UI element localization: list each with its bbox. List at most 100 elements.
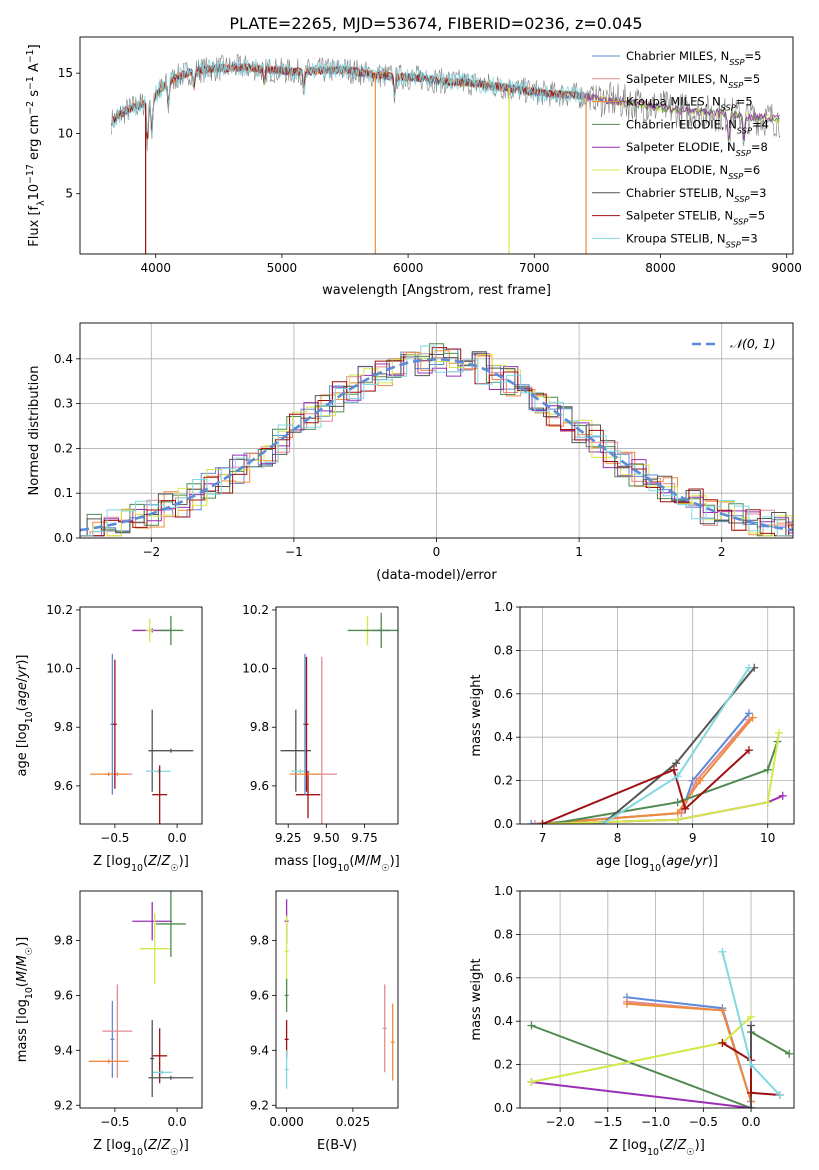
y-tick-label: 1.0 bbox=[494, 884, 513, 898]
y-tick-label: 9.8 bbox=[250, 933, 269, 947]
x-tick-label: −1.0 bbox=[641, 1115, 670, 1129]
y-tick-label: 10 bbox=[58, 126, 73, 140]
spectrum-legend: Chabrier MILES, NSSP=5 Salpeter MILES, NS… bbox=[592, 49, 769, 249]
y-tick-label: 9.6 bbox=[250, 779, 269, 793]
y-tick-label: 9.8 bbox=[54, 720, 73, 734]
y-tick-label: 10.0 bbox=[242, 662, 269, 676]
x-tick-label: 0.025 bbox=[336, 1115, 370, 1129]
axes-frame-residuals bbox=[79, 322, 794, 539]
x-tick-label: −0.5 bbox=[100, 831, 129, 845]
gaussian-curve bbox=[80, 357, 793, 532]
y-tick-label: 0.0 bbox=[494, 1101, 513, 1115]
y-tick-label: 0.4 bbox=[494, 1014, 513, 1028]
y-tick-label: 0.1 bbox=[54, 486, 73, 500]
x-tick-label: 0 bbox=[433, 545, 441, 559]
plot-area-Z-weight bbox=[527, 947, 794, 1108]
x-tick-label: 9.75 bbox=[351, 831, 378, 845]
y-axis-label: mass weight bbox=[469, 674, 484, 756]
x-tick-label: −1 bbox=[285, 545, 303, 559]
axes-frame-Z-mass bbox=[79, 890, 203, 1109]
y-tick-label: 0.6 bbox=[494, 971, 513, 985]
axes-Z-age: −0.5 0.0 9.6 9.8 10.0 10.2 Z [log10(Z/Z☉)] age … bbox=[15, 603, 203, 874]
y-tick-label: 9.8 bbox=[54, 933, 73, 947]
y-tick-label: 9.6 bbox=[54, 988, 73, 1002]
x-tick-label: 9000 bbox=[771, 261, 802, 275]
legend-entry: Kroupa MILES, NSSP=5 bbox=[626, 95, 753, 113]
legend-entry: Chabrier ELODIE, NSSP=4 bbox=[626, 117, 769, 135]
x-tick-label: 10 bbox=[760, 831, 775, 845]
legend-entry: Chabrier MILES, NSSP=5 bbox=[626, 49, 761, 67]
legend-entry: Salpeter MILES, NSSP=5 bbox=[626, 72, 760, 90]
plot-area-spectrum bbox=[111, 53, 781, 254]
axes-Z-mass: −0.5 0.0 9.2 9.4 9.6 9.8 Z [log10(Z/Z☉)] mass [… bbox=[15, 890, 203, 1158]
y-tick-label: 0.0 bbox=[54, 531, 73, 545]
x-axis-label: mass [log10(M/M☉)] bbox=[274, 854, 400, 874]
histogram-step bbox=[80, 345, 793, 537]
x-axis-label: Z [log10(Z/Z☉)] bbox=[609, 1138, 705, 1158]
y-tick-label: 9.4 bbox=[54, 1043, 73, 1057]
legend-entry: Salpeter STELIB, NSSP=5 bbox=[626, 209, 765, 227]
legend-entry: Salpeter ELODIE, NSSP=8 bbox=[626, 140, 768, 158]
plot-area-Z-mass bbox=[88, 891, 194, 1098]
y-axis-label: Flux [fλ10−17 erg cm−2 s−1 A−1] bbox=[25, 44, 47, 246]
y-tick-label: 0.3 bbox=[54, 397, 73, 411]
y-tick-label: 0.8 bbox=[494, 927, 513, 941]
y-tick-label: 15 bbox=[58, 66, 73, 80]
x-tick-label: 7 bbox=[539, 831, 547, 845]
x-tick-label: 2 bbox=[718, 545, 726, 559]
weight-line bbox=[549, 741, 779, 824]
plot-area-residuals bbox=[80, 343, 793, 537]
y-tick-label: 0.0 bbox=[494, 817, 513, 831]
y-tick-label: 0.8 bbox=[494, 643, 513, 657]
x-tick-label: 5000 bbox=[267, 261, 298, 275]
weight-line bbox=[531, 1081, 752, 1108]
axes-Z-weight: −2.0 −1.5 −1.0 −0.5 0.0 0.0 0.2 0.4 0.6 0.8 1.0 Z [… bbox=[469, 884, 795, 1158]
x-tick-label: 7000 bbox=[519, 261, 550, 275]
x-axis-label: age [log10(age/yr)] bbox=[596, 854, 718, 874]
y-tick-label: 9.8 bbox=[250, 720, 269, 734]
legend-entry: Kroupa ELODIE, NSSP=6 bbox=[626, 163, 760, 181]
x-tick-label: −0.5 bbox=[100, 1115, 129, 1129]
y-axis-label: mass [log10(M/M☉)] bbox=[15, 937, 35, 1063]
y-tick-label: 9.2 bbox=[54, 1098, 73, 1112]
y-tick-label: 9.2 bbox=[250, 1098, 269, 1112]
legend-entry: Kroupa STELIB, NSSP=3 bbox=[626, 231, 758, 249]
x-tick-label: 1 bbox=[575, 545, 583, 559]
x-tick-label: 9 bbox=[689, 831, 697, 845]
figure-title: PLATE=2265, MJD=53674, FIBERID=0236, z=0… bbox=[229, 14, 642, 33]
histogram-step bbox=[80, 347, 793, 537]
legend-entry: 𝒩(0, 1) bbox=[730, 336, 776, 351]
x-tick-label: 6000 bbox=[393, 261, 424, 275]
y-tick-label: 0.2 bbox=[54, 441, 73, 455]
weight-line bbox=[542, 749, 750, 824]
plot-area-age-weight bbox=[527, 663, 787, 824]
plot-area-mass-age bbox=[280, 612, 398, 824]
y-tick-label: 0.4 bbox=[54, 352, 73, 366]
axes-EBV-mass: 0.000 0.025 9.2 9.4 9.6 9.8 bbox=[250, 890, 399, 1129]
y-tick-label: 10.2 bbox=[46, 603, 73, 617]
y-tick-label: 0.4 bbox=[494, 730, 513, 744]
x-axis-label: wavelength [Angstrom, rest frame] bbox=[322, 283, 551, 298]
legend-entry: Chabrier STELIB, NSSP=3 bbox=[626, 186, 766, 204]
axes-residuals: −2 −1 0 1 2 0.0 0.1 0.2 0.3 0.4 (data-model)/error… bbox=[27, 322, 794, 583]
weight-line bbox=[721, 1042, 780, 1096]
y-tick-label: 1.0 bbox=[494, 600, 513, 614]
plot-area-Z-age bbox=[89, 615, 194, 824]
y-tick-label: 10.0 bbox=[46, 662, 73, 676]
histogram-step bbox=[80, 351, 793, 537]
x-tick-label: −0.5 bbox=[689, 1115, 718, 1129]
axes-frame-mass-age bbox=[275, 606, 399, 825]
axes-frame-Z-age bbox=[79, 606, 203, 825]
axes-age-weight: 7 8 9 10 0.0 0.2 0.4 0.6 0.8 1.0 age [log10(age/yr… bbox=[469, 600, 795, 874]
weight-line bbox=[542, 732, 780, 824]
x-tick-label: 9.50 bbox=[313, 831, 340, 845]
y-axis-label: age [log10(age/yr)] bbox=[15, 654, 35, 776]
axes-frame-age-weight bbox=[519, 606, 795, 825]
x-tick-label: 8000 bbox=[645, 261, 676, 275]
y-tick-label: 0.6 bbox=[494, 687, 513, 701]
axes-frame-Z-weight bbox=[519, 890, 795, 1109]
x-axis-label: E(B-V) bbox=[317, 1138, 357, 1153]
axes-mass-age: 9.25 9.50 9.75 9.6 9.8 10.0 10.2 mass [log10(M/… bbox=[242, 603, 400, 874]
y-tick-label: 0.2 bbox=[494, 1058, 513, 1072]
